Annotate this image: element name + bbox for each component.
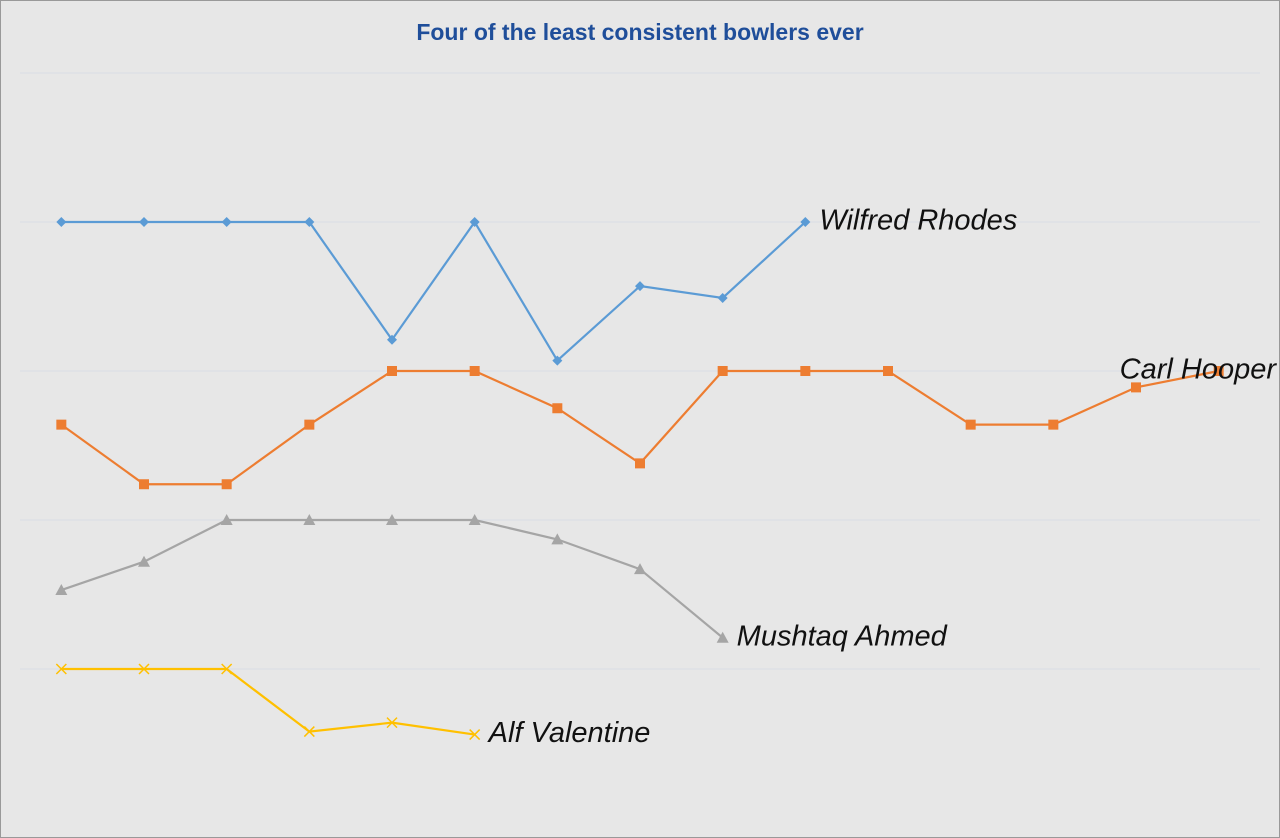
point (1048, 419, 1059, 430)
point (303, 514, 316, 525)
point (221, 217, 232, 227)
point (55, 584, 68, 596)
point (551, 533, 564, 545)
point (716, 631, 729, 643)
point (800, 217, 811, 227)
point (139, 479, 149, 490)
series-label: Wilfred Rhodes (819, 205, 1017, 237)
point (304, 217, 315, 227)
point (221, 479, 232, 490)
point (386, 717, 398, 729)
point (1131, 382, 1141, 393)
point (304, 419, 315, 430)
point (469, 366, 480, 376)
series-label: Alf Valentine (487, 717, 651, 749)
point (56, 419, 67, 430)
point (717, 292, 728, 303)
point (138, 663, 150, 675)
point (800, 366, 811, 376)
point (138, 555, 150, 567)
point (468, 514, 481, 525)
point (965, 419, 976, 430)
point (635, 281, 645, 292)
point (883, 366, 893, 376)
point (552, 403, 563, 414)
point (387, 334, 397, 345)
point (220, 514, 233, 525)
point (469, 729, 481, 741)
series-label: Carl Hooper (1120, 354, 1278, 386)
point (552, 355, 563, 366)
point (55, 663, 67, 675)
point (634, 563, 646, 575)
series-label: Mushtaq Ahmed (737, 620, 948, 652)
point (139, 217, 149, 227)
series-line (61, 667, 475, 736)
point (386, 514, 398, 525)
point (717, 366, 728, 376)
point (56, 217, 67, 227)
point (387, 366, 397, 376)
series-line (61, 219, 807, 363)
point (635, 458, 645, 469)
point (221, 663, 233, 675)
point (469, 217, 480, 227)
point (1213, 366, 1224, 376)
chart-title: Four of the least consistent bowlers eve… (416, 19, 863, 45)
point (303, 726, 315, 738)
